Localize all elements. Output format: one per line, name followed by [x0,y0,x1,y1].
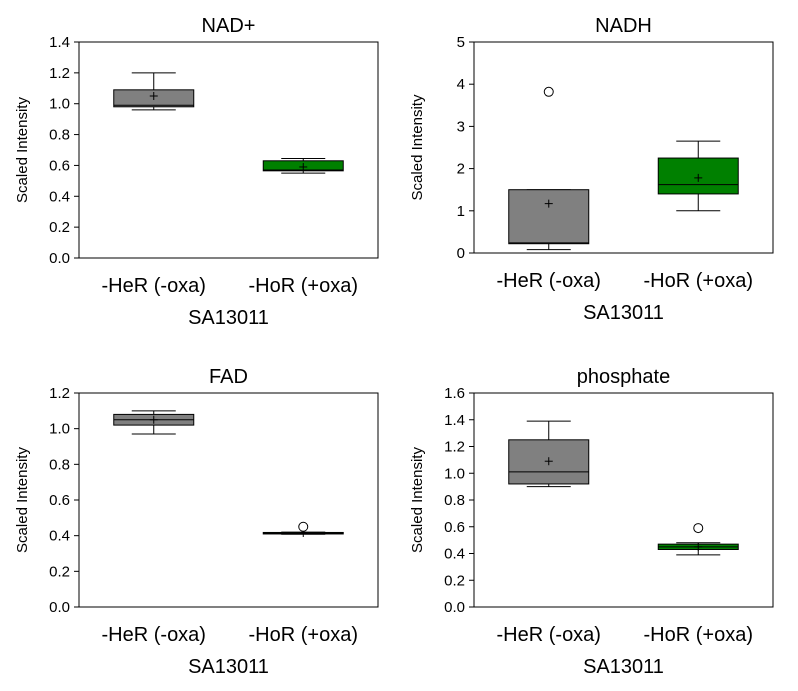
plot-frame [473,41,774,254]
plot-frame [78,392,379,608]
x-axis-label: SA13011 [583,656,664,678]
outlier-point [298,521,309,532]
y-tick-label: 2 [457,161,465,178]
y-tick-label: 0.4 [49,528,70,545]
x-axis-label: SA13011 [583,302,664,324]
chart-title: NADH [595,15,652,37]
x-category-label: -HoR (+oxa) [249,275,358,297]
y-tick-label: 1.0 [49,96,70,113]
x-category-label: -HoR (+oxa) [644,624,753,646]
y-tick-label: 1.2 [49,65,70,82]
y-tick-label: 0.2 [444,572,465,589]
y-tick-label: 0.0 [444,599,465,616]
plot-frame [473,392,774,608]
chart-title: phosphate [577,366,670,388]
x-axis-label: SA13011 [188,307,269,329]
box-series-1 [508,420,590,488]
box-series-1 [113,410,195,435]
y-tick-label: 0.8 [444,492,465,509]
y-tick-label: 0.8 [49,456,70,473]
y-tick-label: 3 [457,118,465,135]
y-tick-label: 1.2 [444,439,465,456]
y-tick-label: 1.4 [444,412,465,429]
y-tick-label: 1.2 [49,385,70,402]
y-axis-label: Scaled Intensity [409,447,426,553]
y-tick-label: 5 [457,34,465,51]
box-iqr [508,189,590,245]
chart-panel: NAD+ 0.0 0.2 0.4 0.6 0.8 1.0 1.2 1.4 Scaled Inten… [14,15,379,329]
y-tick-label: 0.8 [49,127,70,144]
chart-panel: FAD 0.0 0.2 0.4 0.6 0.8 1.0 1.2 Scaled Intensity… [14,366,379,678]
y-tick-label: 0.2 [49,219,70,236]
y-axis-label: Scaled Intensity [409,94,426,200]
box-series-2 [657,140,739,212]
y-tick-label: 1 [457,203,465,220]
y-tick-label: 0.4 [49,188,70,205]
box-series-2 [657,523,739,556]
x-category-label: -HoR (+oxa) [644,270,753,292]
y-axis-label: Scaled Intensity [14,97,31,203]
y-tick-label: 1.0 [49,421,70,438]
y-tick-label: 1.4 [49,34,70,51]
box-series-2 [262,157,344,174]
y-tick-label: 0.0 [49,250,70,267]
x-category-label: -HeR (-oxa) [102,275,206,297]
outlier-point [693,523,704,534]
y-tick-label: 0.0 [49,599,70,616]
y-tick-label: 0.6 [49,157,70,174]
y-axis-label: Scaled Intensity [14,447,31,553]
x-category-label: -HeR (-oxa) [497,624,601,646]
y-tick-label: 4 [457,76,465,93]
box-series-1 [508,86,590,251]
y-tick-label: 0.6 [49,492,70,509]
x-category-label: -HeR (-oxa) [102,624,206,646]
y-tick-label: 1.6 [444,385,465,402]
y-tick-label: 0.6 [444,519,465,536]
chart-title: FAD [209,366,248,388]
x-category-label: -HoR (+oxa) [249,624,358,646]
y-tick-label: 1.0 [444,465,465,482]
box-series-1 [113,72,195,111]
chart-title: NAD+ [202,15,256,37]
y-tick-label: 0.2 [49,563,70,580]
plot-frame [78,41,379,259]
chart-panel: phosphate 0.0 0.2 0.4 0.6 0.8 1.0 1.2 1.4 1.6 Scal… [409,366,774,678]
y-tick-label: 0 [457,245,465,262]
chart-panel: NADH 0 1 2 3 4 5 Scaled Intensity -HeR (-oxa) -Ho… [409,15,774,324]
x-axis-label: SA13011 [188,656,269,678]
y-tick-label: 0.4 [444,546,465,563]
box-iqr [657,157,739,195]
outlier-point [543,86,554,97]
x-category-label: -HeR (-oxa) [497,270,601,292]
box-series-2 [262,521,344,537]
